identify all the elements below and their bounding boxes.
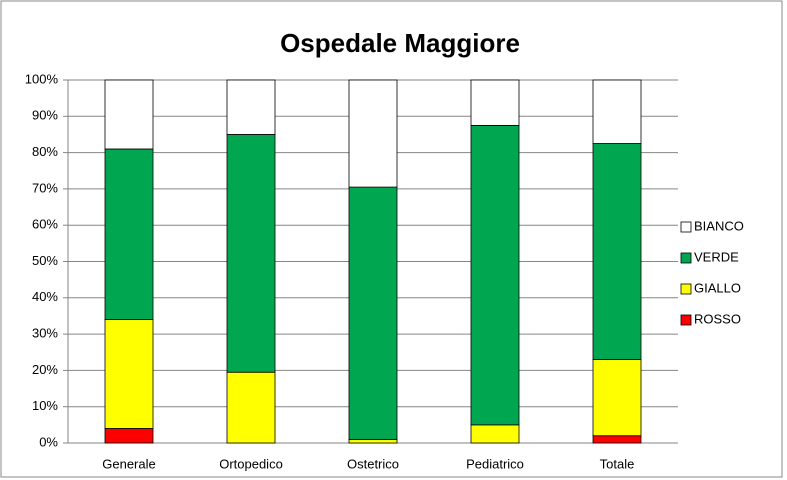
bar-segment (470, 424, 520, 444)
legend-swatch (680, 314, 692, 326)
bar-segment (348, 438, 398, 444)
y-tick-label: 60% (32, 217, 58, 232)
y-tick-label: 100% (25, 71, 59, 86)
legend-label: VERDE (694, 249, 739, 264)
x-tick-label: Totale (600, 456, 635, 471)
bar-segment (104, 79, 154, 150)
legend-label: ROSSO (694, 311, 741, 326)
legend-label: GIALLO (694, 280, 741, 295)
bar-segment (592, 435, 642, 444)
x-tick-label: Ortopedico (219, 456, 283, 471)
bar-segment (226, 79, 276, 135)
y-tick-label: 90% (32, 108, 58, 123)
x-tick-label: Pediatrico (466, 456, 524, 471)
legend-swatch (680, 252, 692, 264)
y-tick-label: 10% (32, 398, 58, 413)
bar-segment (348, 79, 398, 188)
bar-segment (226, 371, 276, 444)
y-tick-label: 70% (32, 180, 58, 195)
bar-segment (592, 359, 642, 437)
x-tick-label: Generale (102, 456, 155, 471)
bar-segment (104, 148, 154, 320)
y-tick-label: 0% (39, 434, 58, 449)
bar-segment (104, 319, 154, 429)
y-tick-label: 30% (32, 326, 58, 341)
bar-segment (226, 134, 276, 373)
x-tick-label: Ostetrico (347, 456, 399, 471)
y-tick-label: 20% (32, 362, 58, 377)
legend-swatch (680, 283, 692, 295)
y-tick-label: 50% (32, 253, 58, 268)
bar-segment (470, 124, 520, 426)
legend-label: BIANCO (694, 218, 744, 233)
chart-title: Ospedale Maggiore (280, 28, 520, 58)
legend-swatch (680, 221, 692, 233)
bar-segment (592, 79, 642, 144)
y-tick-label: 80% (32, 144, 58, 159)
bar-segment (592, 143, 642, 360)
bar-segment (104, 428, 154, 444)
bar-segment (348, 186, 398, 440)
y-tick-label: 40% (32, 289, 58, 304)
bar-segment (470, 79, 520, 126)
